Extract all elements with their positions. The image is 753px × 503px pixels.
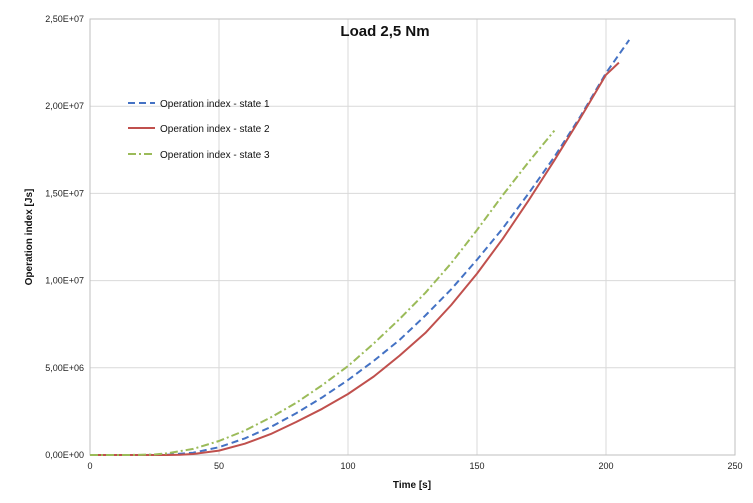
- plot-area-border: [89, 18, 736, 456]
- series-line-state-3: [90, 129, 556, 456]
- x-tick-label: 200: [598, 461, 613, 471]
- x-tick-label: 100: [340, 461, 355, 471]
- x-tick-label: 50: [214, 461, 224, 471]
- legend: Operation index - state 1 Operation inde…: [128, 99, 270, 161]
- y-tick-label: 2,00E+07: [45, 101, 84, 111]
- series-lines: [90, 39, 631, 456]
- series-line-state-1: [90, 39, 631, 456]
- y-tick-label: 1,50E+07: [45, 188, 84, 198]
- x-tick-label: 0: [87, 461, 92, 471]
- y-axis-title: Operation index [Js]: [24, 189, 35, 286]
- y-tick-label: 1,00E+07: [45, 276, 84, 286]
- series-line-state-2: [90, 61, 620, 456]
- x-tick-label: 250: [727, 461, 742, 471]
- y-tick-label: 2,50E+07: [45, 14, 84, 24]
- legend-label-state-3: Operation index - state 3: [160, 150, 270, 161]
- x-tick-label: 150: [469, 461, 484, 471]
- y-tick-label: 0,00E+00: [45, 450, 84, 460]
- tick-labels: 0 50 100 150 200 250 0,00E+00 5,00E+06 1,00E+07 1…: [45, 14, 742, 471]
- chart-title: Load 2,5 Nm: [340, 23, 429, 40]
- legend-label-state-1: Operation index - state 1: [160, 99, 270, 110]
- x-axis-title: Time [s]: [393, 480, 431, 491]
- legend-label-state-2: Operation index - state 2: [160, 124, 270, 135]
- y-tick-label: 5,00E+06: [45, 363, 84, 373]
- grid-lines: [90, 19, 735, 455]
